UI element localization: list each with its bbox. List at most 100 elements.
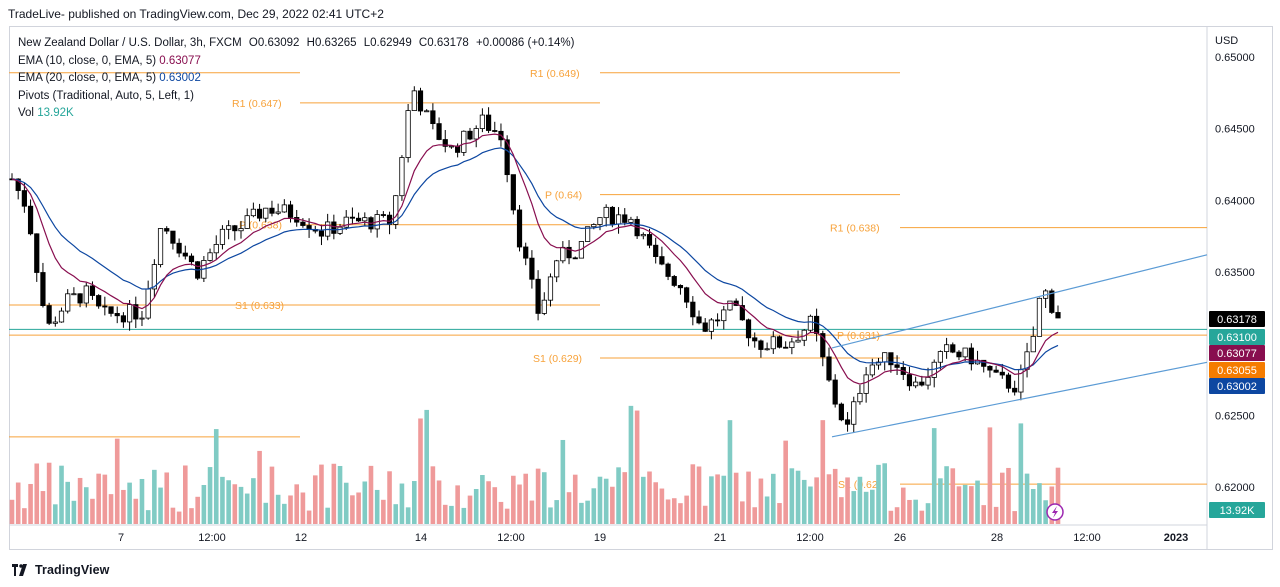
candle-body bbox=[256, 208, 263, 219]
candle-body bbox=[77, 293, 83, 304]
candle-body bbox=[677, 285, 684, 289]
volume-bar bbox=[34, 463, 40, 524]
volume-bar bbox=[1018, 423, 1024, 524]
candle-body bbox=[826, 356, 832, 381]
pivots-label: Pivots (Traditional, Auto, 5, Left, 1) bbox=[18, 89, 194, 102]
volume-bar bbox=[647, 471, 652, 524]
price-badge-label: 0.63178 bbox=[1217, 314, 1257, 326]
x-tick-label: 2023 bbox=[1164, 532, 1188, 544]
volume-bar bbox=[820, 420, 826, 524]
y-tick-label: 0.65000 bbox=[1215, 52, 1255, 64]
candle-body bbox=[745, 319, 752, 339]
candle-body bbox=[615, 214, 622, 225]
volume-bar bbox=[300, 492, 306, 524]
candle-body bbox=[690, 301, 696, 318]
legend-volume-row[interactable]: Vol 13.92K bbox=[18, 105, 574, 123]
volume-bar bbox=[176, 511, 182, 524]
candle-body bbox=[164, 228, 170, 232]
candle-body bbox=[188, 255, 195, 263]
volume-bar bbox=[424, 409, 429, 524]
volume-bar bbox=[263, 502, 269, 524]
volume-bar bbox=[189, 508, 194, 524]
volume-bar bbox=[1024, 473, 1030, 524]
candle-body bbox=[993, 369, 999, 373]
volume-bar bbox=[399, 483, 405, 524]
candle-body bbox=[764, 348, 770, 351]
candle-body bbox=[71, 293, 77, 296]
candle-body bbox=[795, 339, 801, 343]
candle-body bbox=[981, 359, 987, 367]
candle-body bbox=[789, 341, 795, 349]
x-tick-label: 14 bbox=[415, 532, 427, 544]
volume-bar bbox=[758, 478, 764, 524]
volume-bar bbox=[684, 495, 689, 524]
price-badge bbox=[1209, 378, 1265, 394]
candle-body bbox=[708, 319, 714, 332]
volume-bar bbox=[870, 489, 875, 524]
pivot-label: P (0.64) bbox=[545, 190, 582, 202]
volume-bar bbox=[418, 418, 423, 524]
candle-body bbox=[21, 190, 27, 207]
x-tick-label: 12:00 bbox=[198, 532, 226, 544]
x-tick-label: 12 bbox=[295, 532, 307, 544]
volume-bar bbox=[312, 475, 318, 524]
publish-banner: TradeLive- published on TradingView.com,… bbox=[8, 7, 384, 21]
volume-bar bbox=[696, 466, 702, 524]
volume-bar bbox=[597, 476, 603, 524]
candle-body bbox=[250, 208, 256, 217]
volume-bar bbox=[133, 498, 139, 524]
pivot-label: R1 (0.649) bbox=[530, 68, 580, 80]
volume-bar bbox=[554, 500, 559, 524]
candle-body bbox=[52, 321, 58, 324]
volume-bar bbox=[548, 507, 553, 524]
candle-body bbox=[300, 221, 306, 226]
volume-bar bbox=[139, 478, 145, 524]
volume-bar bbox=[690, 464, 696, 524]
price-badge bbox=[1209, 345, 1265, 361]
legend-ema10-row[interactable]: EMA (10, close, 0, EMA, 5) 0.63077 bbox=[18, 53, 574, 71]
candle-body bbox=[40, 272, 46, 307]
volume-bar bbox=[127, 482, 132, 524]
candle-body bbox=[157, 228, 164, 265]
volume-bar bbox=[993, 506, 999, 524]
volume-bar bbox=[486, 481, 491, 524]
ema10-value: 0.63077 bbox=[159, 54, 201, 67]
candle-body bbox=[591, 224, 597, 228]
footer-brand[interactable]: TradingView bbox=[12, 563, 110, 577]
volume-bar bbox=[523, 473, 529, 524]
pivot-label: P (0.631) bbox=[837, 330, 880, 342]
volume-bar bbox=[158, 487, 163, 524]
volume-bar bbox=[517, 484, 522, 524]
candle-body bbox=[424, 110, 430, 113]
volume-bar bbox=[585, 500, 590, 524]
volume-bar bbox=[740, 501, 745, 524]
ema20-line bbox=[11, 147, 1059, 371]
pivot-label: S1 (0.629) bbox=[533, 353, 582, 365]
candle-body bbox=[950, 344, 956, 353]
volume-bar bbox=[90, 498, 95, 524]
candle-body bbox=[114, 313, 120, 317]
volume-bar bbox=[863, 491, 869, 524]
brand-label: TradingView bbox=[35, 563, 110, 577]
volume-bar bbox=[28, 483, 33, 524]
candle-body bbox=[120, 315, 127, 323]
candle-body bbox=[721, 309, 727, 322]
candle-body bbox=[585, 226, 591, 242]
candle-body bbox=[814, 315, 820, 334]
candle-body bbox=[492, 130, 498, 132]
volume-bar bbox=[1006, 467, 1011, 524]
volume-bar bbox=[325, 507, 330, 524]
candle-body bbox=[504, 139, 510, 176]
volume-bar bbox=[591, 488, 597, 524]
x-tick-label: 7 bbox=[118, 532, 124, 544]
volume-bar bbox=[480, 475, 485, 524]
ema20-label: EMA (20, close, 0, EMA, 5) bbox=[18, 72, 157, 84]
volume-bar bbox=[492, 487, 498, 524]
candle-body bbox=[139, 317, 145, 320]
legend-pivots-row[interactable]: Pivots (Traditional, Auto, 5, Left, 1) bbox=[18, 88, 574, 106]
volume-bar bbox=[919, 510, 925, 524]
volume-bar bbox=[566, 492, 572, 524]
volume-bar bbox=[294, 484, 300, 524]
legend-ema20-row[interactable]: EMA (20, close, 0, EMA, 5) 0.63002 bbox=[18, 70, 574, 88]
